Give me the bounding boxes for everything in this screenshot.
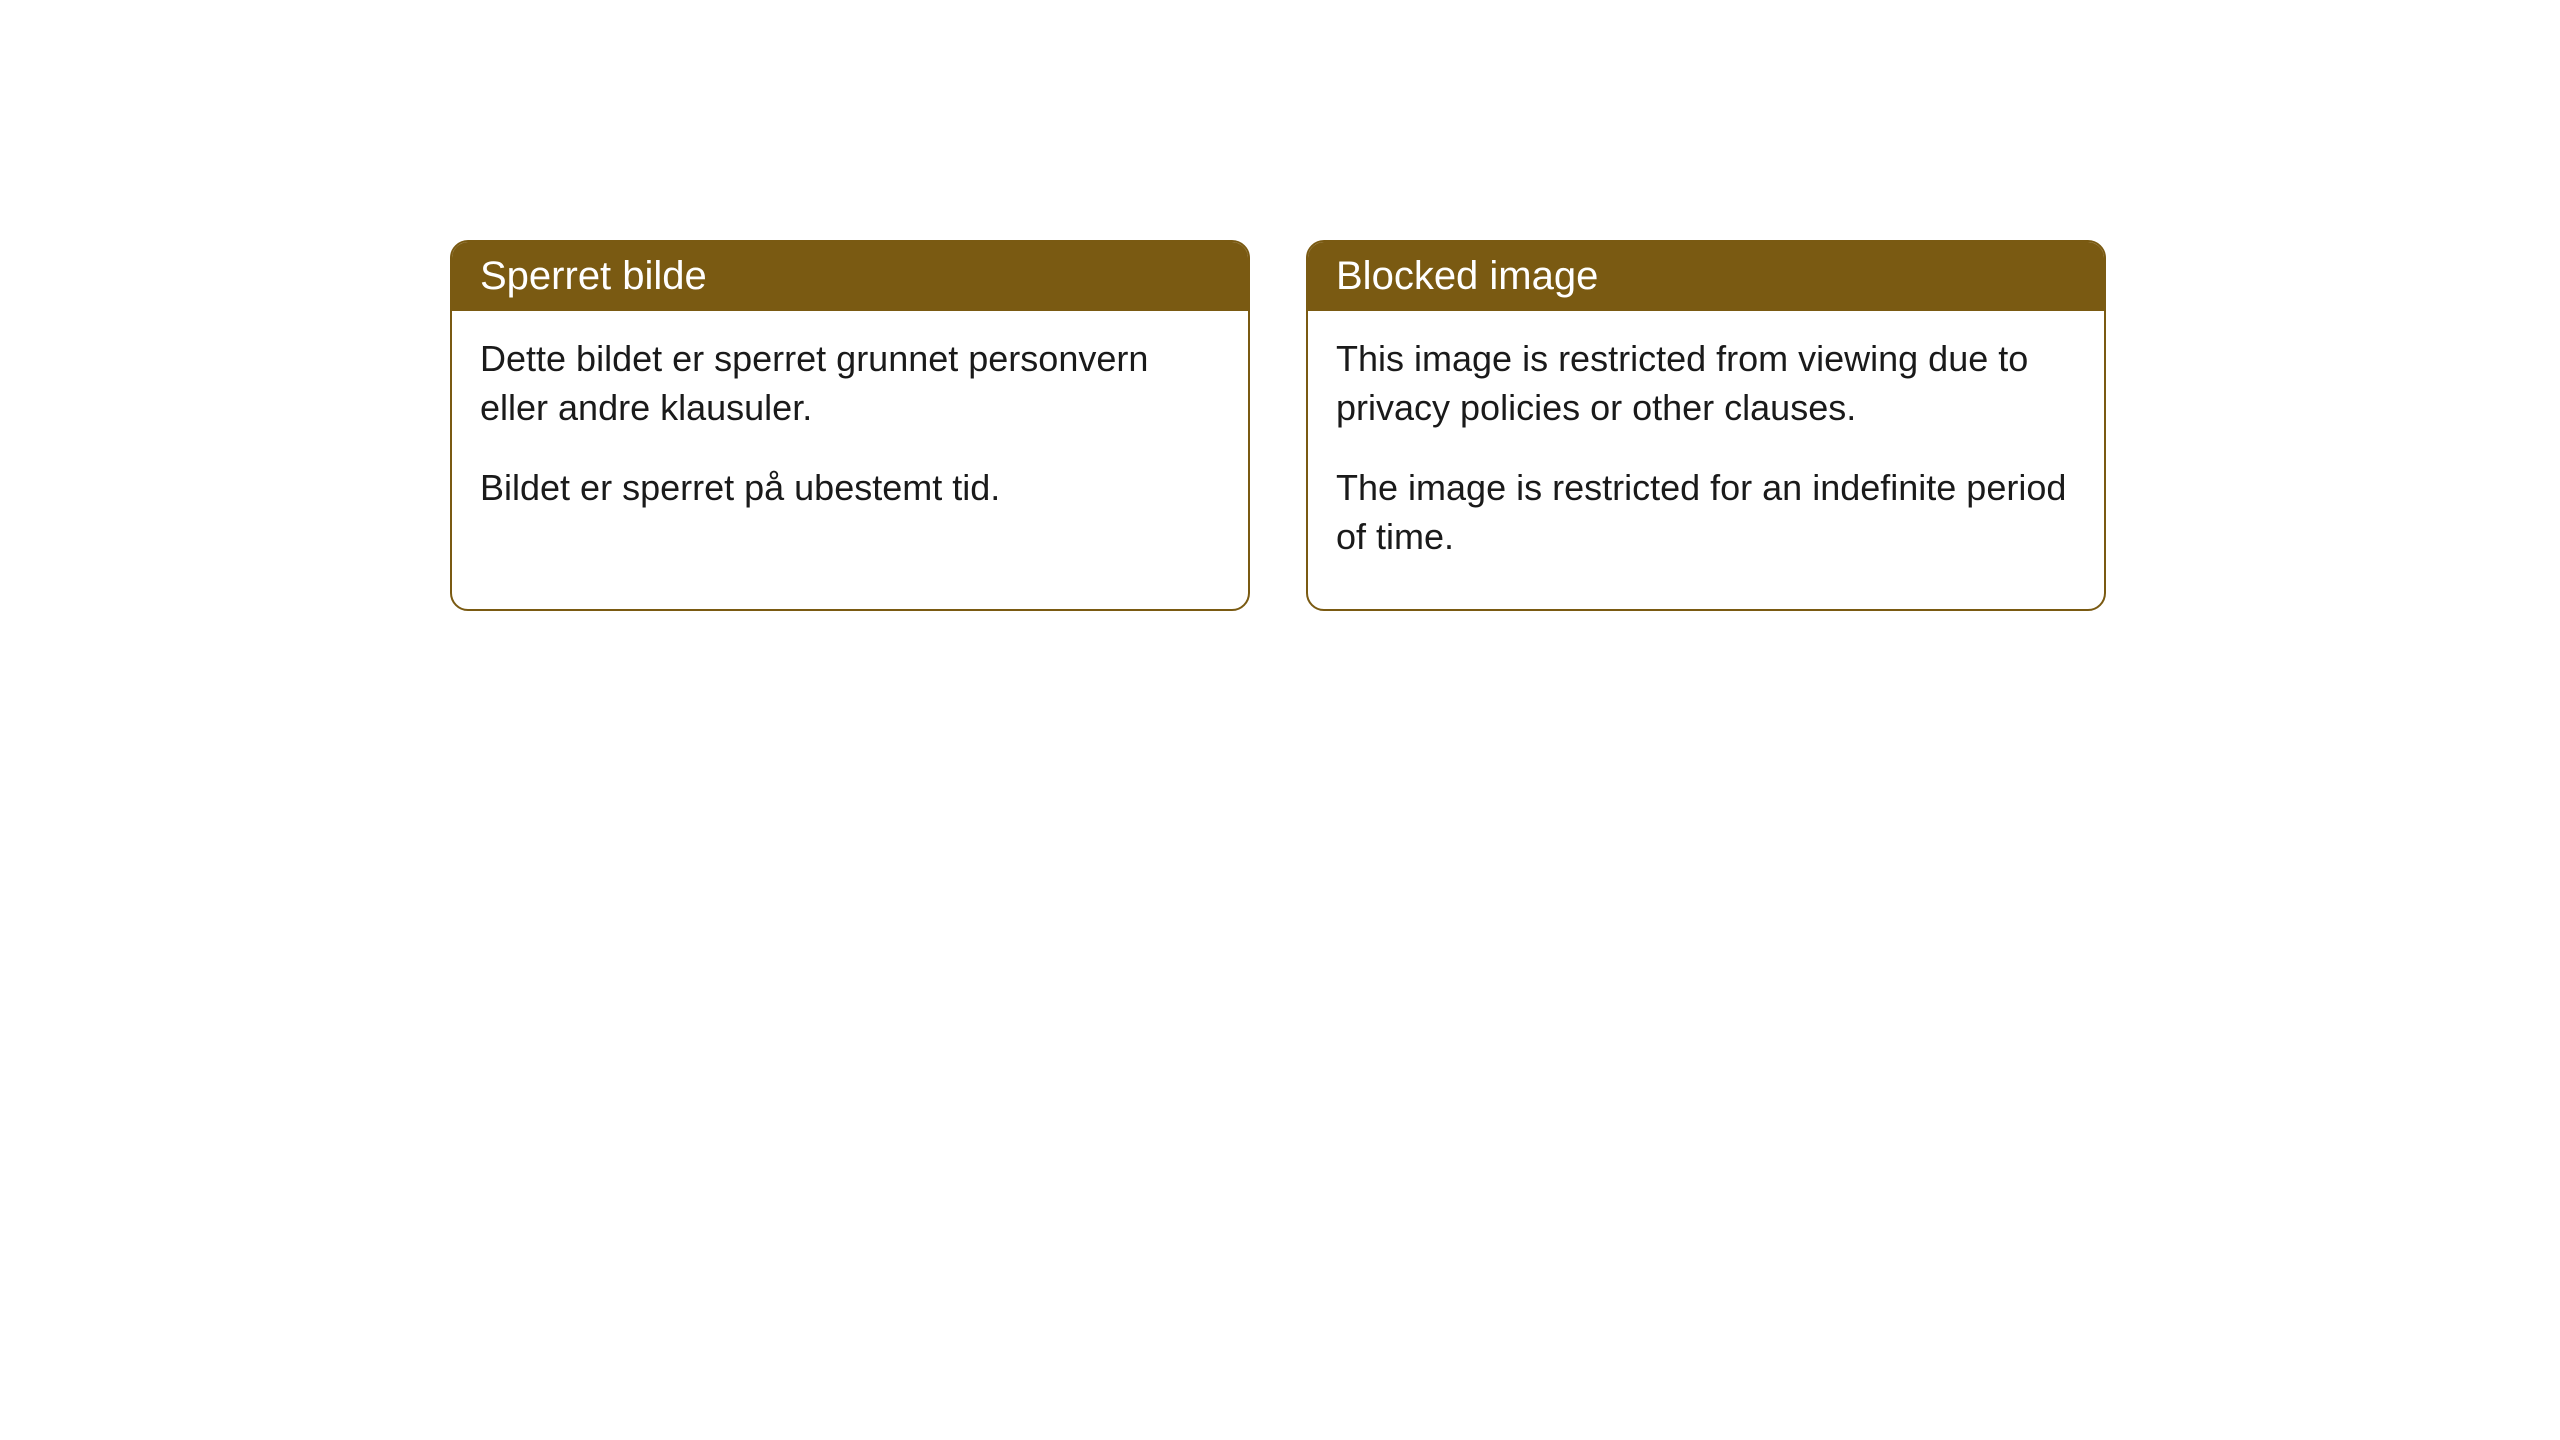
card-body: Dette bildet er sperret grunnet personve… bbox=[452, 311, 1248, 561]
blocked-image-card-norwegian: Sperret bilde Dette bildet er sperret gr… bbox=[450, 240, 1250, 611]
card-paragraph: Bildet er sperret på ubestemt tid. bbox=[480, 464, 1220, 513]
card-paragraph: The image is restricted for an indefinit… bbox=[1336, 464, 2076, 561]
card-body: This image is restricted from viewing du… bbox=[1308, 311, 2104, 609]
cards-container: Sperret bilde Dette bildet er sperret gr… bbox=[0, 0, 2560, 611]
card-title: Blocked image bbox=[1308, 242, 2104, 311]
card-paragraph: This image is restricted from viewing du… bbox=[1336, 335, 2076, 432]
blocked-image-card-english: Blocked image This image is restricted f… bbox=[1306, 240, 2106, 611]
card-title: Sperret bilde bbox=[452, 242, 1248, 311]
card-paragraph: Dette bildet er sperret grunnet personve… bbox=[480, 335, 1220, 432]
